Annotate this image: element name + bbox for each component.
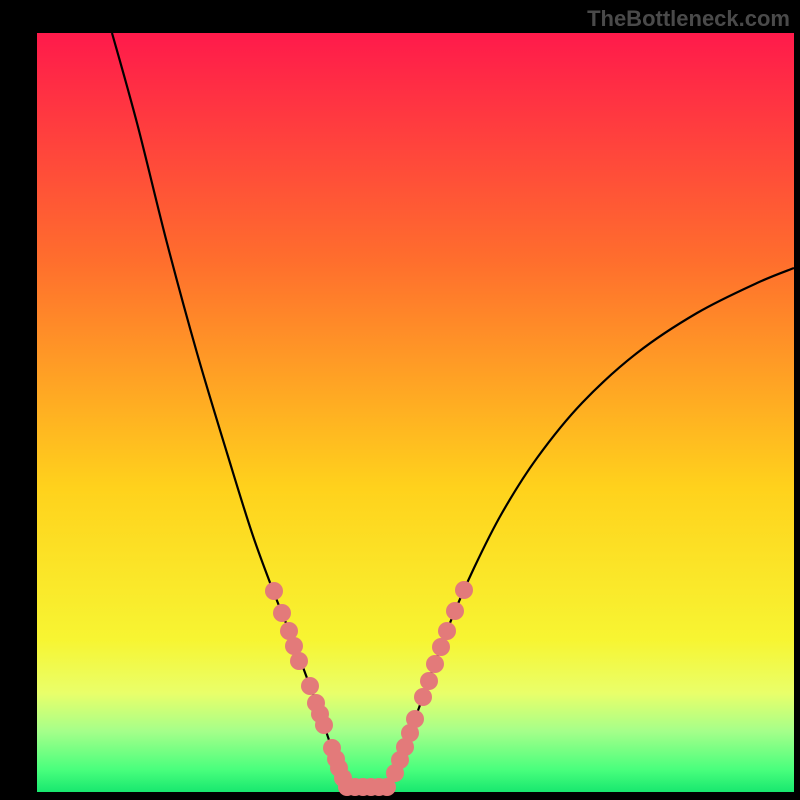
marker-dot (315, 716, 333, 734)
marker-dot (265, 582, 283, 600)
marker-dot (426, 655, 444, 673)
marker-dot (273, 604, 291, 622)
chart-svg (0, 0, 800, 800)
marker-dot (438, 622, 456, 640)
watermark-text: TheBottleneck.com (587, 6, 790, 32)
curve-left (112, 33, 347, 787)
marker-dot (432, 638, 450, 656)
marker-dot (420, 672, 438, 690)
marker-dot (406, 710, 424, 728)
curve-right (389, 268, 794, 787)
marker-dot (455, 581, 473, 599)
marker-dot (446, 602, 464, 620)
marker-dot (414, 688, 432, 706)
marker-dot (301, 677, 319, 695)
marker-dot (290, 652, 308, 670)
